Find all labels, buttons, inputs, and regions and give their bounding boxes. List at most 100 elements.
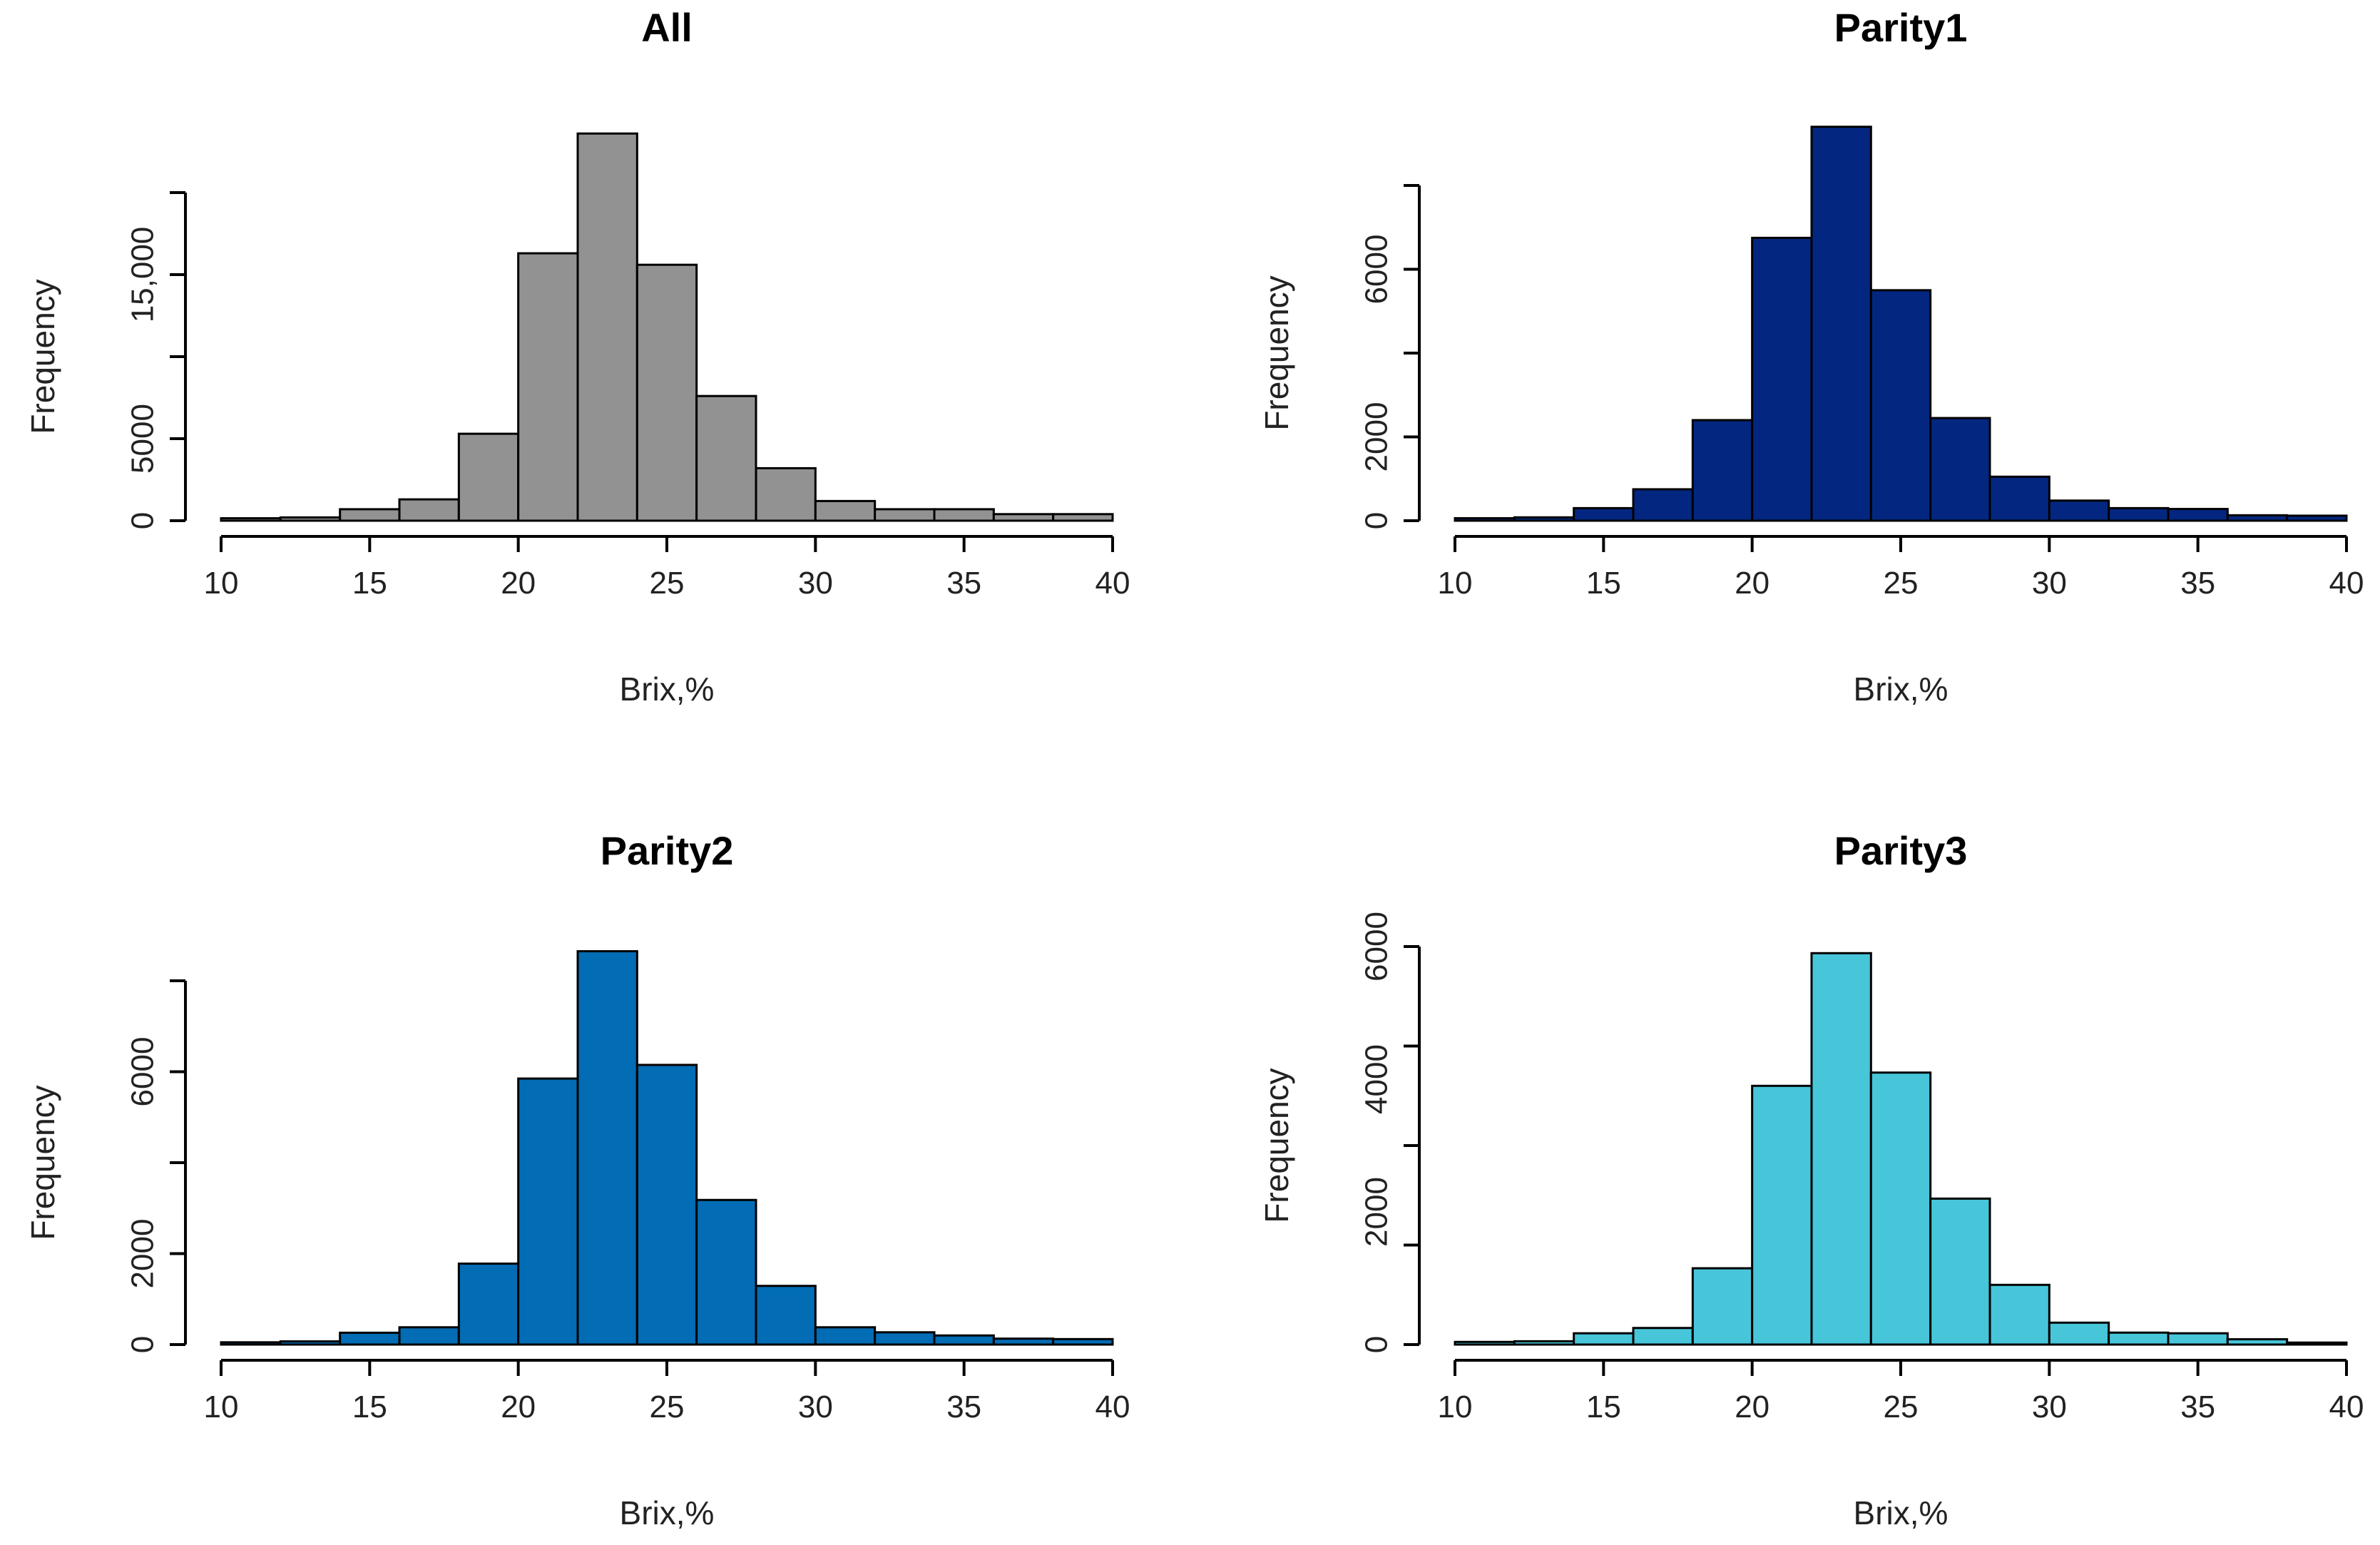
x-tick-label: 30 <box>798 1390 833 1424</box>
histogram-bar <box>2048 499 2110 522</box>
x-tick-label: 30 <box>2032 1390 2067 1424</box>
y-tick-label: 4000 <box>1359 1044 1394 1114</box>
panel-parity1: Parity1 Brix,% Frequency 10 15 20 25 30 35 40 0… <box>1258 5 2364 708</box>
panel-title: Parity1 <box>1834 5 1968 50</box>
x-tick-label: 30 <box>798 566 833 601</box>
histogram-bar <box>457 1263 520 1346</box>
histogram-bar <box>279 516 342 522</box>
x-tick-label: 15 <box>1586 566 1621 601</box>
x-tick-label: 10 <box>1438 1390 1473 1424</box>
histogram-bar <box>517 252 579 522</box>
histogram-bar <box>1691 1267 1754 1346</box>
panel-parity2: Parity2 Brix,% Frequency 10 15 20 25 30 35 40 0… <box>24 828 1130 1531</box>
histogram-bar <box>2108 1331 2170 1346</box>
x-tick-label: 20 <box>1735 1390 1769 1424</box>
x-tick-label: 20 <box>1735 566 1769 601</box>
histogram-bar <box>1573 1332 1635 1346</box>
x-tick-label: 25 <box>650 1390 685 1424</box>
histogram-bar <box>1454 516 1516 522</box>
x-axis-label: Brix,% <box>1854 1494 1949 1531</box>
histogram-bar <box>1869 1071 1932 1346</box>
histogram-bar <box>576 950 638 1346</box>
histogram-bar <box>2048 1321 2110 1346</box>
histogram-bar <box>1052 513 1114 522</box>
y-axis-label: Frequency <box>24 1085 61 1240</box>
y-axis-label: Frequency <box>1258 275 1295 430</box>
x-axis-label: Brix,% <box>620 670 715 708</box>
histogram-bar <box>339 508 401 522</box>
x-tick-label: 35 <box>946 566 981 601</box>
histogram-bar <box>1929 1197 1991 1346</box>
x-tick-label: 15 <box>1586 1390 1621 1424</box>
histogram-bar <box>992 1337 1055 1346</box>
histogram-bar <box>457 432 520 522</box>
histogram-bar <box>1632 1327 1694 1346</box>
histogram-bar <box>1513 1340 1575 1346</box>
histogram-bar <box>2167 1332 2229 1346</box>
x-axis-label: Brix,% <box>1854 670 1949 708</box>
panel-title: Parity2 <box>601 828 734 873</box>
y-tick-label: 2000 <box>1359 1177 1394 1247</box>
x-tick-label: 25 <box>1884 1390 1919 1424</box>
histogram-bar <box>1988 1283 2050 1346</box>
histogram-bar <box>576 132 638 522</box>
histogram-bar <box>695 1198 757 1346</box>
histogram-bar <box>1929 417 1991 522</box>
histogram-bar <box>874 1331 936 1346</box>
histogram-bar <box>695 394 757 522</box>
x-tick-label: 40 <box>2329 1390 2364 1424</box>
x-tick-label: 35 <box>946 1390 981 1424</box>
x-tick-label: 20 <box>501 566 536 601</box>
y-tick-label: 2000 <box>126 1219 160 1289</box>
histogram-bar <box>517 1077 579 1346</box>
y-tick-label: 15,000 <box>126 227 160 323</box>
panel-parity3: Parity3 Brix,% Frequency 10 15 20 25 30 35 400… <box>1258 828 2364 1531</box>
y-tick-label: 0 <box>1359 512 1394 529</box>
histogram-bar <box>2108 506 2170 522</box>
histogram-bar <box>992 513 1055 522</box>
histogram-bar <box>1513 516 1575 522</box>
x-tick-label: 20 <box>501 1390 536 1424</box>
histogram-bar <box>2226 1338 2289 1346</box>
x-tick-label: 30 <box>2032 566 2067 601</box>
x-tick-label: 15 <box>352 566 387 601</box>
histogram-bar <box>1454 1340 1516 1346</box>
histogram-bar <box>635 1064 698 1346</box>
histogram-bar <box>1632 488 1694 522</box>
histogram-bar <box>279 1340 342 1346</box>
x-tick-label: 40 <box>2329 566 2364 601</box>
x-tick-label: 40 <box>1095 566 1130 601</box>
histogram-bar <box>2286 1341 2348 1346</box>
y-tick-label: 5000 <box>126 404 160 474</box>
histogram-bar <box>339 1331 401 1346</box>
x-tick-label: 25 <box>650 566 685 601</box>
y-tick-label: 0 <box>126 1336 160 1353</box>
histogram-bar <box>874 508 936 522</box>
histogram-bar <box>398 498 460 522</box>
panel-all: All Brix,% Frequency 10 15 20 25 30 35 40 0 5000… <box>24 5 1130 708</box>
panel-title: Parity3 <box>1834 828 1968 873</box>
x-tick-label: 10 <box>204 566 239 601</box>
histogram-bar <box>2286 514 2348 522</box>
x-tick-label: 35 <box>2180 566 2215 601</box>
y-tick-label: 0 <box>1359 1336 1394 1353</box>
x-tick-label: 40 <box>1095 1390 1130 1424</box>
y-axis-label: Frequency <box>1258 1068 1295 1223</box>
histogram-bar <box>1810 952 1872 1346</box>
x-tick-label: 15 <box>352 1390 387 1424</box>
y-tick-label: 0 <box>126 512 160 529</box>
histogram-bar <box>933 1334 995 1346</box>
y-axis-label: Frequency <box>24 279 61 434</box>
histogram-bar <box>1573 506 1635 522</box>
histogram-bar <box>1751 1084 1813 1346</box>
y-tick-label: 6000 <box>1359 235 1394 305</box>
x-tick-label: 35 <box>2180 1390 2215 1424</box>
histogram-bar <box>1052 1337 1114 1346</box>
histogram-bar <box>220 1341 282 1346</box>
histogram-bar <box>933 508 995 522</box>
histogram-bar <box>1810 126 1872 522</box>
y-tick-label: 6000 <box>1359 912 1394 981</box>
histogram-bar <box>814 1326 877 1346</box>
x-axis-label: Brix,% <box>620 1494 715 1531</box>
